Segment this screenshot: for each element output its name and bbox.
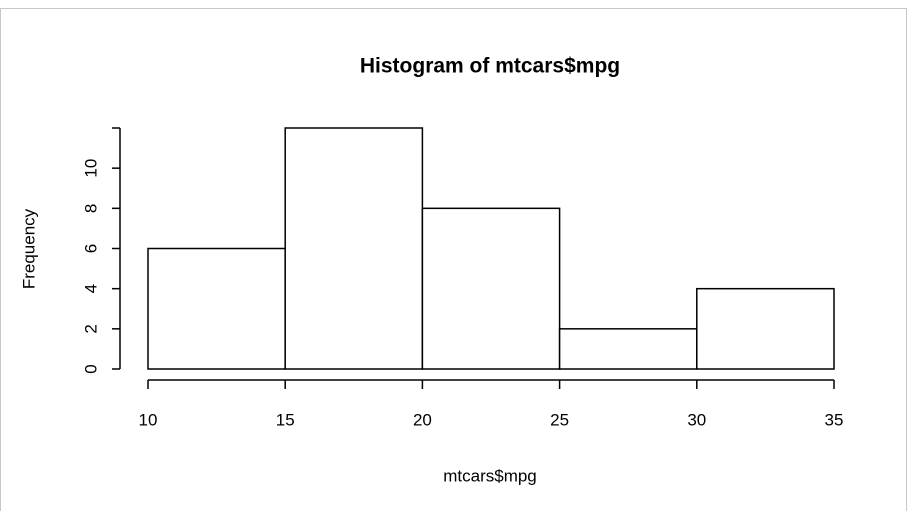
y-tick-label: 8 (81, 204, 100, 213)
x-tick-label: 10 (139, 410, 158, 429)
y-tick-label: 10 (81, 159, 100, 178)
y-tick-label: 6 (81, 244, 100, 253)
bar (558, 328, 698, 370)
y-tick-label: 2 (81, 324, 100, 333)
bar (421, 207, 561, 370)
frame (0, 8, 907, 511)
bar (696, 287, 835, 370)
y-tick-label: 0 (81, 364, 100, 373)
x-tick-label: 25 (550, 410, 569, 429)
x-tick-label: 20 (413, 410, 432, 429)
bar (284, 127, 424, 370)
x-tick-label: 35 (825, 410, 844, 429)
x-tick-label: 15 (276, 410, 295, 429)
x-tick-label: 30 (687, 410, 706, 429)
y-tick-label: 4 (81, 284, 100, 293)
y-axis-label: Frequency (19, 208, 38, 289)
bar (147, 247, 286, 370)
x-axis-label: mtcars$mpg (443, 466, 537, 485)
chart-title: Histogram of mtcars$mpg (360, 55, 620, 78)
